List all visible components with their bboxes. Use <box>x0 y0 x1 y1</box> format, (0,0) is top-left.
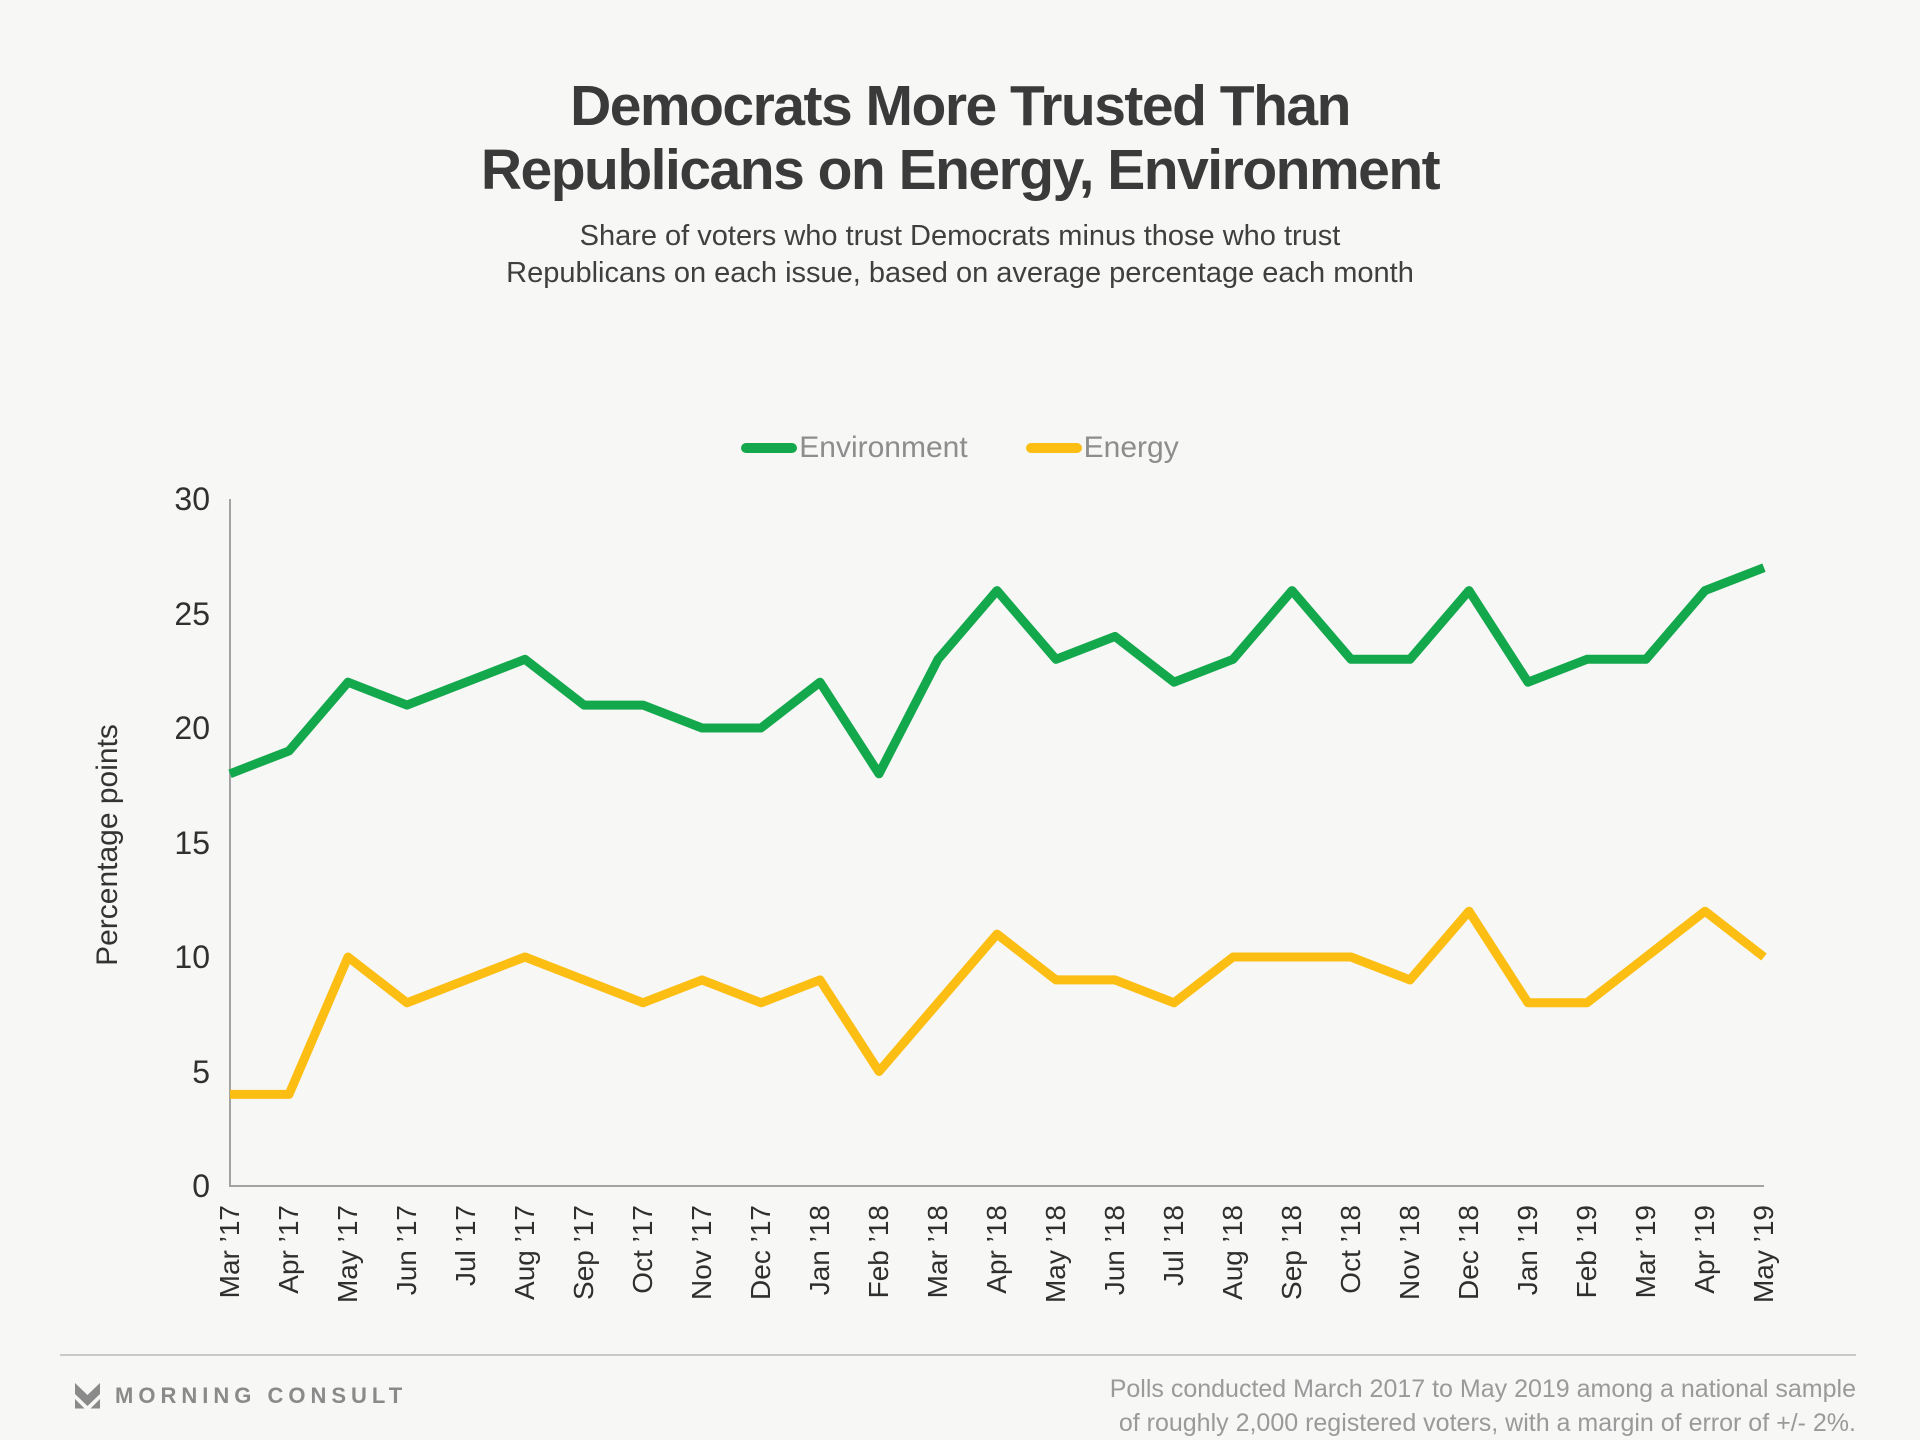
morning-consult-m-icon <box>75 1383 100 1409</box>
y-tick-label-15: 15 <box>174 824 210 861</box>
legend-label-energy: Energy <box>1083 431 1179 464</box>
x-tick-label: Feb ’19 <box>1571 1205 1602 1299</box>
legend-swatch-energy <box>1025 443 1082 453</box>
legend-label-environment: Environment <box>799 431 968 464</box>
y-tick-label-25: 25 <box>174 595 210 632</box>
x-tick-label: Jul ’18 <box>1158 1205 1189 1286</box>
x-tick-label: Nov ’17 <box>686 1205 717 1300</box>
y-tick-label-10: 10 <box>174 939 210 975</box>
y-tick-label-30: 30 <box>174 481 210 517</box>
x-tick-label: May ’18 <box>1040 1205 1071 1304</box>
chart-subtitle: Share of voters who trust Democrats minu… <box>0 218 1920 292</box>
energy-line <box>230 906 1767 1099</box>
x-tick-label: Sep ’17 <box>568 1205 599 1300</box>
x-tick-label: May ’19 <box>1748 1205 1779 1304</box>
chart-title-line2: Republicans on Energy, Environment <box>480 138 1441 202</box>
legend-item-environment: Environment <box>741 431 968 465</box>
x-tick-label: Jun ’17 <box>391 1205 422 1296</box>
x-tick-label: Aug ’17 <box>509 1205 540 1300</box>
chart-legend: Environment Energy <box>0 430 1920 466</box>
footer-divider <box>60 1354 1856 1356</box>
legend-swatch-environment <box>741 443 798 453</box>
chart-subtitle-line2: Republicans on each issue, based on aver… <box>506 257 1414 289</box>
y-tick-label-20: 20 <box>174 710 210 746</box>
x-tick-label: Jan ’18 <box>804 1205 835 1296</box>
x-tick-label: Mar ’18 <box>922 1205 953 1299</box>
x-tick-label: Aug ’18 <box>1217 1205 1248 1300</box>
y-tick-label-0: 0 <box>192 1168 210 1204</box>
footer-logo: MORNING CONSULT <box>74 1382 407 1409</box>
x-tick-label: Mar ’19 <box>1630 1205 1661 1299</box>
x-tick-label: Dec ’18 <box>1453 1205 1484 1300</box>
x-tick-label: Oct ’18 <box>1335 1205 1366 1294</box>
x-tick-label: Oct ’17 <box>627 1205 658 1294</box>
legend-item-energy: Energy <box>1025 431 1179 465</box>
footer-logo-text: MORNING CONSULT <box>115 1382 408 1408</box>
chart-title: Democrats More Trusted Than Republicans … <box>0 74 1920 202</box>
x-tick-label: Apr ’18 <box>981 1205 1012 1294</box>
x-tick-label: Apr ’19 <box>1689 1205 1720 1294</box>
x-tick-label: Dec ’17 <box>745 1205 776 1300</box>
x-tick-label: Sep ’18 <box>1276 1205 1307 1300</box>
x-tick-label: Apr ’17 <box>273 1205 304 1294</box>
y-tick-label-5: 5 <box>192 1053 210 1090</box>
x-tick-label: Jul ’17 <box>450 1205 481 1286</box>
chart-title-line1: Democrats More Trusted Than <box>570 74 1351 138</box>
x-tick-label: Jan ’19 <box>1512 1205 1543 1296</box>
x-tick-label: Mar ’17 <box>214 1205 245 1299</box>
footer-note: Polls conducted March 2017 to May 2019 a… <box>1110 1372 1856 1440</box>
environment-line <box>228 563 1766 779</box>
footer-note-line2: of roughly 2,000 registered voters, with… <box>1118 1409 1856 1437</box>
x-tick-label: May ’17 <box>332 1205 363 1304</box>
chart-subtitle-line1: Share of voters who trust Democrats minu… <box>579 220 1341 252</box>
x-tick-label: Feb ’18 <box>863 1205 894 1299</box>
x-tick-label: Nov ’18 <box>1394 1205 1425 1300</box>
footer-note-line1: Polls conducted March 2017 to May 2019 a… <box>1109 1375 1856 1403</box>
x-tick-label: Jun ’18 <box>1099 1205 1130 1296</box>
